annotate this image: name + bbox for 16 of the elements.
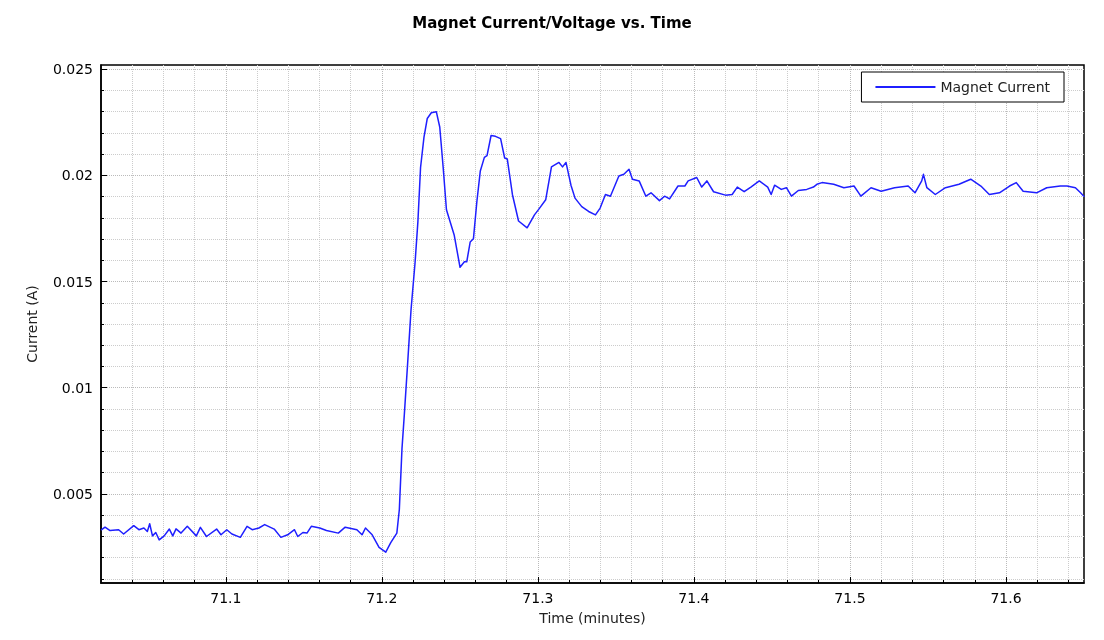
x-tick-label: 71.3 — [522, 590, 554, 606]
y-tick-label: 0.02 — [61, 167, 93, 184]
x-tick-label: 71.1 — [210, 590, 242, 606]
x-tick-label: 71.4 — [678, 590, 710, 606]
x-axis-title: Time (minutes) — [538, 610, 646, 626]
y-tick-label: 0.01 — [61, 379, 93, 396]
y-tick-label: 0.015 — [52, 273, 93, 290]
line-series — [100, 110, 1085, 553]
x-tick-label: 71.6 — [990, 590, 1022, 606]
y-tick-label: 0.005 — [52, 485, 93, 502]
chart-title: Magnet Current/Voltage vs. Time — [412, 13, 692, 32]
x-tick-label: 71.5 — [834, 590, 866, 606]
y-axis-title: Current (A) — [24, 285, 40, 363]
y-tick-label: 0.025 — [52, 61, 93, 78]
x-tick-label: 71.2 — [366, 590, 398, 606]
legend-label: Magnet Current — [940, 79, 1051, 95]
